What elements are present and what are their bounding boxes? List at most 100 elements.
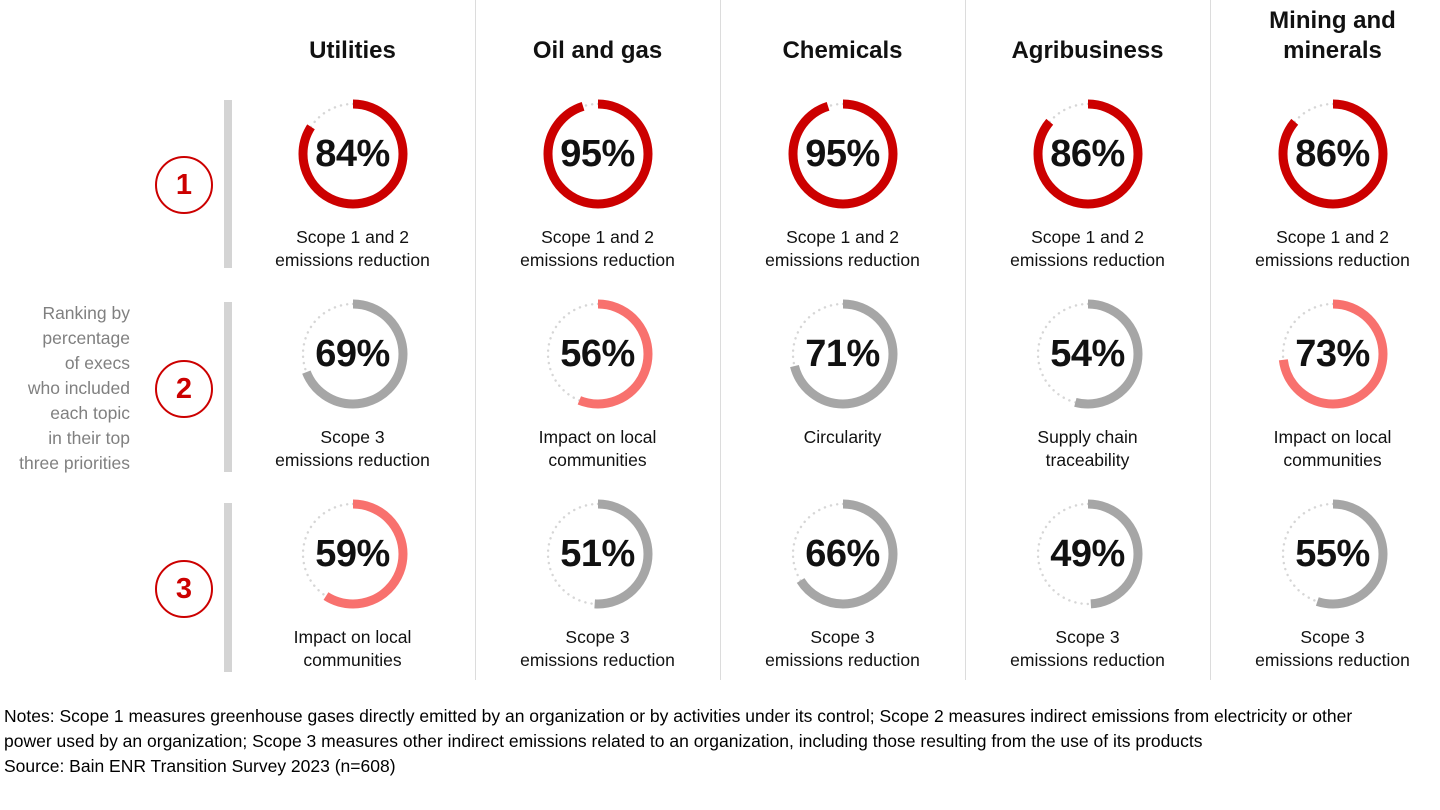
- gauge-value: 59%: [315, 532, 390, 575]
- gauge-arc: [543, 99, 652, 209]
- column-header-oil-and-gas: Oil and gas: [532, 37, 663, 64]
- gauge-ring: [788, 499, 897, 609]
- gauge: 55%: [1277, 498, 1389, 610]
- gauge-cell-utilities-rank-3: 59% Impact on local communities: [230, 490, 475, 680]
- gauge-ring: [298, 99, 407, 209]
- gauge-label: Scope 1 and 2 emissions reduction: [765, 227, 920, 270]
- gauge-ring: [1033, 299, 1142, 409]
- gauge-cell-oil-and-gas-rank-1: 95% Scope 1 and 2 emissions reduction: [475, 90, 720, 290]
- gauge-arc: [788, 299, 897, 409]
- gauge-ring: [543, 299, 652, 409]
- row-divider-bar-1: [224, 100, 232, 268]
- gauge-cell-agribusiness-rank-3: 49% Scope 3 emissions reduction: [965, 490, 1210, 680]
- gauge-value: 73%: [1295, 332, 1370, 375]
- gauge-ring: [1033, 499, 1142, 609]
- gauge-cell-utilities-rank-1: 84% Scope 1 and 2 emissions reduction: [230, 90, 475, 290]
- gauge-value: 55%: [1295, 532, 1370, 575]
- gauge-arc: [1033, 99, 1142, 209]
- gauge-label: Impact on local communities: [538, 427, 657, 470]
- column-header-chemicals: Chemicals: [782, 37, 903, 64]
- gauge-label: Supply chain traceability: [1037, 427, 1138, 470]
- gauge-arc: [788, 99, 897, 209]
- gauge-cell-mining-and-minerals-rank-3: 55% Scope 3 emissions reduction: [1210, 490, 1440, 680]
- gauge-value: 84%: [315, 132, 390, 175]
- rank-number: 1: [175, 168, 193, 201]
- gauge-label: Scope 3 emissions reduction: [1010, 627, 1165, 670]
- gauge-label: Scope 1 and 2 emissions reduction: [1255, 227, 1410, 270]
- column-header-utilities: Utilities: [309, 37, 396, 64]
- gauge-arc: [543, 299, 652, 409]
- gauge-cell-oil-and-gas-rank-2: 56% Impact on local communities: [475, 290, 720, 490]
- gauge-ring: [543, 99, 652, 209]
- gauge: 54%: [1032, 298, 1144, 410]
- gauge-arc: [543, 499, 652, 609]
- gauge-label: Scope 1 and 2 emissions reduction: [1010, 227, 1165, 270]
- column-separator: [720, 0, 721, 680]
- gauge-cell-agribusiness-rank-1: 86% Scope 1 and 2 emissions reduction: [965, 90, 1210, 290]
- gauge: 69%: [297, 298, 409, 410]
- gauge-ring: [1278, 99, 1387, 209]
- gauge-label: Scope 3 emissions reduction: [1255, 627, 1410, 670]
- gauge-label: Scope 1 and 2 emissions reduction: [520, 227, 675, 270]
- chart-grid: Ranking by percentage of execs who inclu…: [0, 0, 1440, 680]
- gauge-cell-chemicals-rank-3: 66% Scope 3 emissions reduction: [720, 490, 965, 680]
- rank-number: 3: [175, 572, 193, 605]
- gauge: 51%: [542, 498, 654, 610]
- gauge-value: 56%: [560, 332, 635, 375]
- gauge: 71%: [787, 298, 899, 410]
- gauge: 86%: [1032, 98, 1144, 210]
- gauge-ring: [1033, 99, 1142, 209]
- ranking-caption: Ranking by percentage of execs who inclu…: [19, 303, 130, 473]
- column-header-agribusiness: Agribusiness: [1011, 37, 1164, 64]
- gauge-arc: [1278, 99, 1387, 209]
- gauge-label: Impact on local communities: [293, 627, 412, 670]
- gauge-cell-chemicals-rank-2: 71% Circularity: [720, 290, 965, 490]
- gauge-value: 71%: [805, 332, 880, 375]
- gauge: 49%: [1032, 498, 1144, 610]
- rank-badge-1: 1: [155, 156, 213, 214]
- rank-badge-2: 2: [155, 360, 213, 418]
- gauge-cell-mining-and-minerals-rank-1: 86% Scope 1 and 2 emissions reduction: [1210, 90, 1440, 290]
- gauge-arc: [788, 499, 897, 609]
- gauge-arc: [1278, 499, 1387, 609]
- gauge-value: 49%: [1050, 532, 1125, 575]
- source-text: Source: Bain ENR Transition Survey 2023 …: [4, 756, 396, 776]
- gauge-arc: [1033, 499, 1142, 609]
- gauge: 66%: [787, 498, 899, 610]
- gauge-ring: [298, 299, 407, 409]
- gauge-label: Circularity: [803, 427, 882, 447]
- gauge-arc: [298, 299, 407, 409]
- gauge: 73%: [1277, 298, 1389, 410]
- gauge-value: 69%: [315, 332, 390, 375]
- gauge-arc: [1033, 299, 1142, 409]
- gauge-value: 51%: [560, 532, 635, 575]
- gauge-cell-mining-and-minerals-rank-2: 73% Impact on local communities: [1210, 290, 1440, 490]
- gauge: 84%: [297, 98, 409, 210]
- gauge-ring: [788, 99, 897, 209]
- column-separator: [475, 0, 476, 680]
- gauge: 86%: [1277, 98, 1389, 210]
- gauge-arc: [298, 99, 407, 209]
- gauge: 56%: [542, 298, 654, 410]
- gauge-cell-utilities-rank-2: 69% Scope 3 emissions reduction: [230, 290, 475, 490]
- gauge-value: 66%: [805, 532, 880, 575]
- left-panel: Ranking by percentage of execs who inclu…: [0, 0, 232, 680]
- gauge-value: 86%: [1050, 132, 1125, 175]
- gauge-label: Scope 3 emissions reduction: [275, 427, 430, 470]
- gauge-ring: [788, 299, 897, 409]
- footer: Notes: Scope 1 measures greenhouse gases…: [4, 704, 1402, 779]
- gauge-arc: [1278, 299, 1387, 409]
- gauge-value: 95%: [805, 132, 880, 175]
- column-separator: [965, 0, 966, 680]
- row-divider-bar-2: [224, 302, 232, 472]
- rank-number: 2: [175, 372, 193, 405]
- gauge-label: Scope 3 emissions reduction: [520, 627, 675, 670]
- gauge-label: Impact on local communities: [1273, 427, 1392, 470]
- gauge-value: 86%: [1295, 132, 1370, 175]
- column-separator: [1210, 0, 1211, 680]
- gauge: 95%: [787, 98, 899, 210]
- gauge-arc: [298, 499, 407, 609]
- gauge-ring: [1278, 499, 1387, 609]
- gauge-cell-chemicals-rank-1: 95% Scope 1 and 2 emissions reduction: [720, 90, 965, 290]
